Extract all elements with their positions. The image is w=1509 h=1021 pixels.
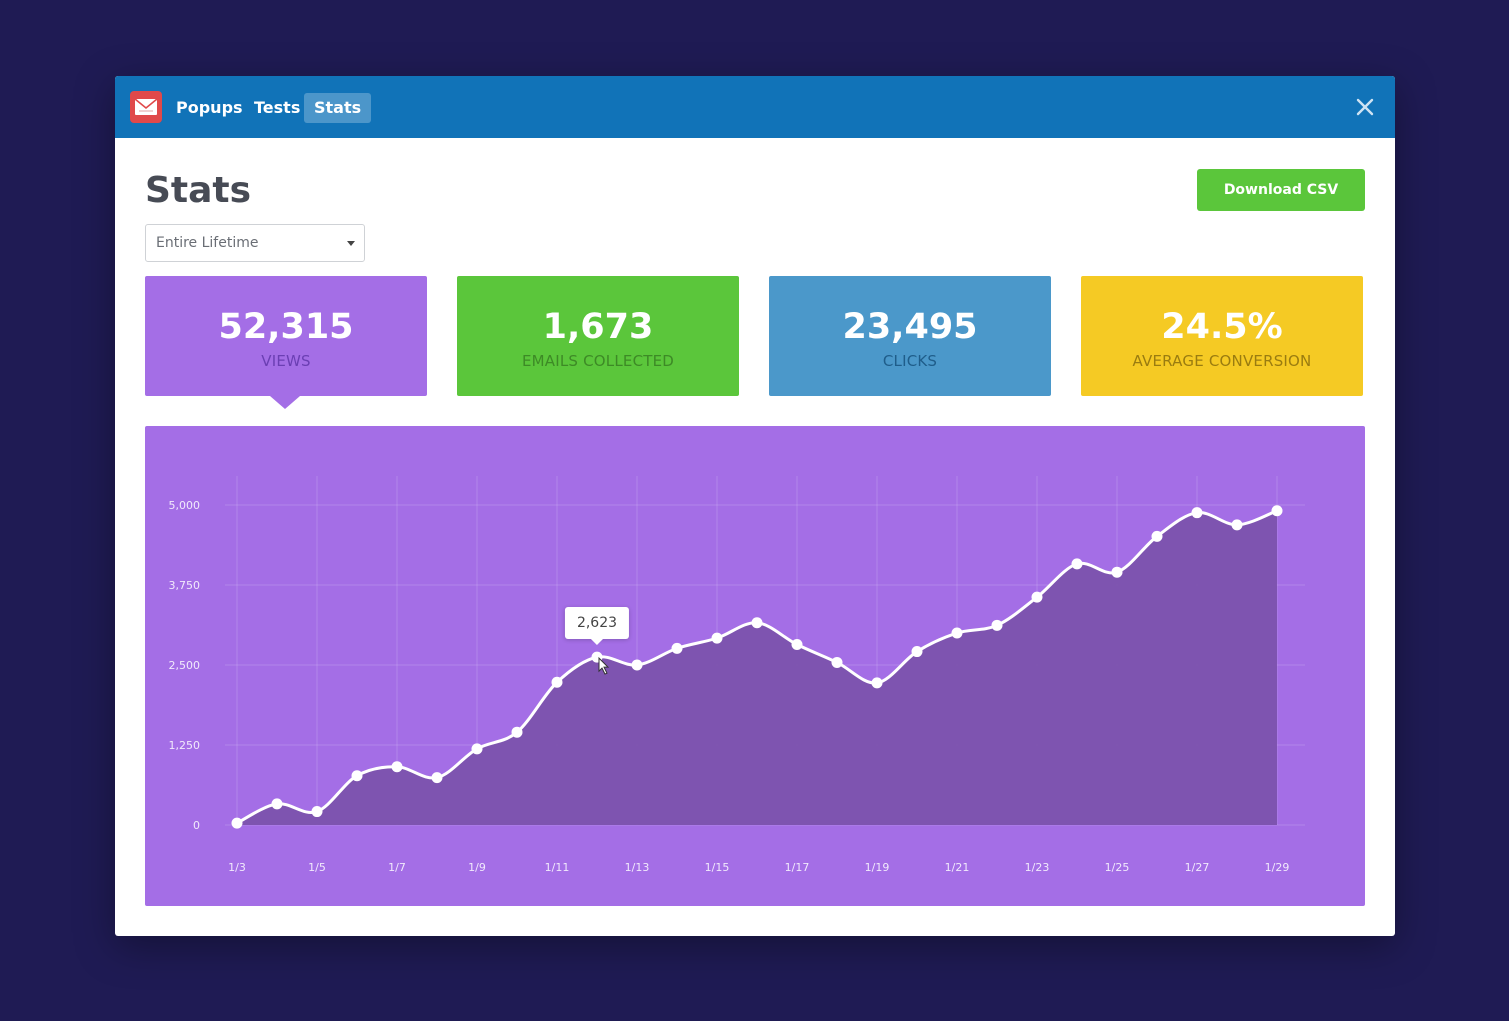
- download-csv-button[interactable]: Download CSV: [1197, 169, 1365, 211]
- data-point: [231, 817, 243, 829]
- titlebar: Popups Tests Stats: [115, 76, 1395, 138]
- x-tick-label: 1/29: [1265, 861, 1290, 874]
- data-point: [791, 639, 803, 651]
- chart-svg: 0 1,250 2,500 3,750 5,000 1/3 1/5 1/7 1/9 1/11 1/1…: [169, 476, 1305, 874]
- data-point: [951, 627, 963, 639]
- data-point: [751, 617, 763, 629]
- x-tick-label: 1/13: [625, 861, 650, 874]
- data-point: [311, 806, 323, 818]
- chart-tooltip: 2,623: [564, 607, 630, 646]
- x-tick-label: 1/5: [308, 861, 326, 874]
- data-point: [471, 743, 483, 755]
- emails-collected-label: EMAILS COLLECTED: [521, 352, 675, 370]
- data-point: [391, 761, 403, 773]
- selected-card-pointer: [270, 396, 300, 409]
- y-tick-label: 3,750: [169, 579, 201, 592]
- x-tick-label: 1/7: [388, 861, 406, 874]
- data-point: [271, 798, 283, 810]
- x-tick-label: 1/3: [228, 861, 246, 874]
- x-tick-label: 1/11: [545, 861, 570, 874]
- clicks-card[interactable]: 23,495 CLICKS: [769, 276, 1051, 396]
- data-point: [431, 772, 443, 784]
- x-tick-label: 1/19: [865, 861, 890, 874]
- views-card[interactable]: 52,315 VIEWS: [145, 276, 427, 396]
- page-title: Stats: [145, 170, 252, 211]
- close-icon[interactable]: [1353, 95, 1377, 119]
- data-point: [1151, 530, 1163, 542]
- data-point: [1231, 519, 1243, 531]
- data-point: [991, 619, 1003, 631]
- y-tick-label: 1,250: [169, 739, 201, 752]
- views-chart: 0 1,250 2,500 3,750 5,000 1/3 1/5 1/7 1/9 1/11 1/1…: [145, 426, 1365, 906]
- data-point: [511, 726, 523, 738]
- average-conversion-card[interactable]: 24.5% AVERAGE CONVERSION: [1081, 276, 1363, 396]
- data-point: [631, 659, 643, 671]
- tab-tests[interactable]: Tests: [254, 98, 301, 117]
- data-point: [711, 632, 723, 644]
- y-tick-label: 2,500: [169, 659, 201, 672]
- data-point: [1031, 591, 1043, 603]
- average-conversion-label: AVERAGE CONVERSION: [1132, 352, 1312, 370]
- emails-collected-card[interactable]: 1,673 EMAILS COLLECTED: [457, 276, 739, 396]
- data-point: [1111, 566, 1123, 578]
- caret-down-icon: [347, 241, 355, 246]
- x-tick-label: 1/21: [945, 861, 970, 874]
- x-tick-label: 1/23: [1025, 861, 1050, 874]
- data-point: [1271, 505, 1283, 517]
- data-point: [871, 677, 883, 689]
- tab-stats[interactable]: Stats: [304, 93, 372, 123]
- tab-popups[interactable]: Popups: [176, 98, 243, 117]
- data-point: [351, 770, 363, 782]
- data-point: [551, 676, 563, 688]
- x-tick-label: 1/9: [468, 861, 486, 874]
- data-point: [1071, 558, 1083, 570]
- emails-collected-value: 1,673: [542, 307, 654, 347]
- stats-window: Popups Tests Stats Stats Download CSV En…: [115, 76, 1395, 936]
- envelope-logo-icon: [130, 91, 162, 123]
- x-tick-label: 1/17: [785, 861, 810, 874]
- hand-cursor-icon: [598, 656, 610, 675]
- y-tick-label: 5,000: [169, 499, 201, 512]
- views-value: 52,315: [218, 307, 354, 347]
- data-point: [831, 656, 843, 668]
- data-point: [911, 646, 923, 658]
- clicks-label: CLICKS: [882, 352, 938, 370]
- series-area: [237, 510, 1277, 825]
- date-range-value: Entire Lifetime: [156, 235, 259, 251]
- clicks-value: 23,495: [842, 307, 978, 347]
- views-label: VIEWS: [261, 352, 311, 370]
- average-conversion-value: 24.5%: [1161, 307, 1283, 347]
- data-point: [1191, 507, 1203, 519]
- x-tick-label: 1/25: [1105, 861, 1130, 874]
- x-tick-label: 1/27: [1185, 861, 1210, 874]
- y-tick-label: 0: [193, 819, 200, 832]
- data-point: [671, 642, 683, 654]
- x-tick-label: 1/15: [705, 861, 730, 874]
- date-range-select[interactable]: Entire Lifetime: [145, 224, 365, 262]
